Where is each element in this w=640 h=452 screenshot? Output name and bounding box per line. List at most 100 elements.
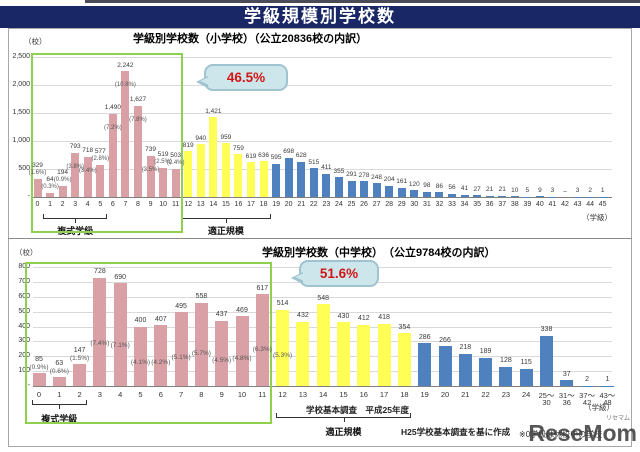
x-tick-label: 0 [35, 201, 40, 208]
bar-value-label: 412 [357, 315, 370, 323]
bar-value-label: 503 [170, 151, 182, 159]
bar [146, 155, 155, 197]
x-tick-label: 16 [234, 201, 243, 208]
bar-pct-label: (1.5%) [70, 355, 90, 363]
bar [548, 196, 557, 198]
x-tick-label: 1 [48, 201, 52, 208]
x-axis-unit-junior: （学級） [584, 403, 614, 412]
bar-value-label: 469 [236, 306, 248, 314]
bar [93, 277, 107, 386]
bar-value-label: 759 [233, 144, 244, 152]
bar-pct-label: (4.5%) [212, 356, 232, 364]
x-tick-label: 3 [97, 390, 102, 399]
bracket-tick [225, 219, 227, 223]
x-axis-unit-elementary: （学級） [582, 213, 612, 222]
bar-value-label: 1 [605, 376, 610, 384]
bar-value-label: 189 [479, 348, 492, 356]
bar-pct-label: (5.3%) [273, 352, 293, 360]
content-frame [8, 28, 632, 447]
bar-pct-label: (0.6%) [49, 367, 69, 375]
bar-value-label: 514 [276, 300, 289, 308]
watermark-logo: ReseMom [528, 420, 637, 446]
x-tick-label: 43 [573, 201, 582, 208]
x-tick-label: 34 [460, 201, 469, 208]
y-tick-label: 2,500 [12, 53, 30, 60]
bar [347, 180, 356, 197]
y-axis-unit-elementary: （校） [24, 37, 47, 46]
bar [133, 105, 142, 197]
x-tick-label: 5 [138, 390, 143, 399]
bar-pct-label: (1.6%) [28, 169, 47, 176]
gridline [33, 141, 612, 142]
highlight-box [31, 53, 183, 233]
bar-value-label: 437 [215, 311, 228, 319]
bar-value-label: 690 [114, 273, 127, 281]
x-tick-label: 2 [60, 201, 65, 208]
bar-value-label: 495 [175, 302, 187, 310]
bar [479, 357, 493, 386]
gridline [33, 57, 612, 58]
x-tick-label: 7 [179, 390, 184, 399]
bar-value-label: 728 [94, 268, 106, 276]
bar [247, 162, 256, 197]
bar-pct-label: (3.8%) [66, 163, 84, 170]
x-tick-label: 31～ [558, 391, 575, 400]
bar [410, 190, 419, 197]
bar [435, 192, 444, 197]
page-title: 学級規模別学校数 [0, 6, 640, 28]
bar [159, 167, 168, 197]
bar [397, 333, 411, 386]
x-tick-label: 23 [322, 201, 331, 208]
panel-divider [8, 238, 632, 239]
bar-value-label: 147 [73, 347, 86, 355]
x-tick-label: 21 [297, 201, 306, 208]
bracket [43, 214, 108, 219]
x-tick-label: 25 [347, 201, 356, 208]
bar [418, 343, 432, 386]
x-tick-label: 48 [603, 398, 612, 407]
bar-value-label: 418 [378, 314, 390, 322]
bar-pct-label: (2.4%) [166, 159, 185, 166]
bar-value-label: 98 [423, 182, 431, 189]
x-tick-label: 23 [501, 390, 511, 399]
bar-value-label: 400 [134, 317, 147, 324]
bar-value-label: 115 [520, 359, 532, 367]
x-tick-label: 18 [400, 390, 409, 399]
bar [360, 181, 369, 197]
bar [209, 117, 218, 197]
x-tick-label: 37～ [579, 391, 596, 400]
bar-value-label: 519 [157, 150, 169, 158]
bar-value-label: 37 [562, 370, 571, 378]
x-tick-label: 12 [278, 390, 287, 399]
bar [519, 368, 533, 386]
bar-pct-label: (10.8%) [114, 82, 136, 89]
bar [83, 156, 92, 197]
y-tick-label: 1,500 [12, 109, 30, 116]
bar-value-label: 161 [396, 178, 408, 186]
x-tick-label: 37 [498, 201, 507, 208]
x-tick-label: 10 [159, 201, 167, 208]
bar-value-label: 2,242 [117, 61, 134, 69]
x-tick-label: 17 [247, 201, 255, 208]
bracket-tick [343, 418, 345, 422]
bar [46, 193, 55, 197]
x-tick-label: 4 [118, 390, 123, 399]
bar [71, 152, 80, 197]
bar-value-label: 617 [256, 284, 269, 292]
x-tick-label: 8 [199, 390, 204, 399]
x-tick-label: 13 [196, 201, 205, 208]
callout-elementary: 46.5% [196, 64, 288, 91]
x-tick-label: 32 [435, 201, 444, 208]
bar-value-label: 3 [575, 187, 580, 195]
bar [560, 380, 574, 386]
y-tick-label: 700 [18, 277, 30, 285]
bar-value-label: 548 [317, 294, 330, 302]
x-tick-label: 24 [335, 201, 343, 208]
x-tick-label: 42 [582, 398, 592, 407]
bracket-label: 適正規模 [207, 226, 244, 236]
chart-title-text: 学級別学校数（中学校） [262, 247, 378, 259]
gridline [33, 113, 612, 114]
bar-pct-label: (7.1%) [110, 341, 130, 349]
bar [600, 385, 614, 387]
bar-pct-label: (2.5%) [154, 158, 172, 165]
